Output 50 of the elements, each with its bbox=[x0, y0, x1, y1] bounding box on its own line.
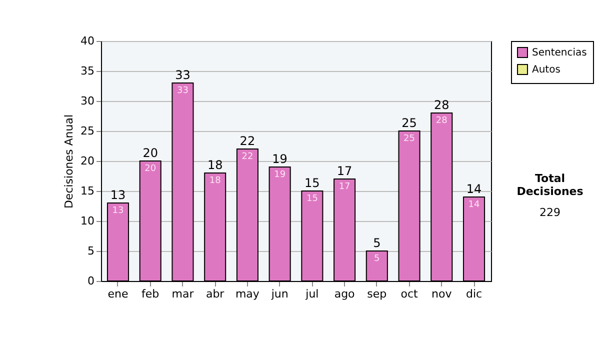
y-tick-label: 30 bbox=[80, 94, 94, 108]
total-label: 33 bbox=[175, 68, 190, 82]
x-tick-label: sep bbox=[367, 288, 387, 300]
total-label: 17 bbox=[336, 164, 352, 178]
total-label: 28 bbox=[434, 98, 450, 112]
data-label: 14 bbox=[468, 200, 480, 210]
data-label: 15 bbox=[306, 194, 318, 204]
y-tick-label: 5 bbox=[88, 244, 94, 258]
x-tick-label: mar bbox=[172, 288, 194, 300]
y-tick-label: 25 bbox=[80, 124, 94, 138]
x-tick-label: feb bbox=[142, 288, 160, 300]
total-label: 19 bbox=[272, 152, 288, 166]
y-tick-label: 10 bbox=[80, 214, 94, 228]
y-tick-label: 35 bbox=[80, 64, 94, 78]
y-tick-label: 40 bbox=[80, 34, 94, 48]
y-tick-label: 15 bbox=[80, 184, 94, 198]
y-axis-title: Decisiones Anual bbox=[62, 114, 76, 209]
data-label: 17 bbox=[338, 182, 350, 192]
total-label: 22 bbox=[240, 134, 256, 148]
total-label: 13 bbox=[110, 188, 126, 202]
data-label: 19 bbox=[274, 170, 286, 180]
data-label: 5 bbox=[374, 254, 380, 264]
x-tick-label: abr bbox=[206, 288, 225, 300]
total-label: 15 bbox=[304, 176, 320, 190]
total-label: 25 bbox=[402, 116, 417, 130]
total-label: 5 bbox=[373, 236, 381, 250]
text: 229 bbox=[538, 206, 562, 219]
total-label: 14 bbox=[466, 182, 482, 196]
x-tick-label: ago bbox=[334, 288, 356, 300]
x-tick-label: jun bbox=[270, 288, 288, 300]
x-tick-label: oct bbox=[400, 288, 419, 300]
y-tick-label: 0 bbox=[88, 274, 94, 288]
y-tick-label: 20 bbox=[80, 154, 94, 168]
data-label: 20 bbox=[144, 164, 156, 174]
data-label: 13 bbox=[112, 206, 124, 216]
data-label: 18 bbox=[209, 176, 222, 186]
x-tick-label: ene bbox=[108, 288, 128, 300]
legend-label: Sentencias bbox=[532, 48, 587, 58]
data-label: 25 bbox=[404, 134, 416, 144]
data-label: 22 bbox=[242, 152, 254, 162]
x-tick-label: dic bbox=[466, 288, 482, 300]
legend-label: Autos bbox=[532, 64, 560, 76]
x-tick-label: jul bbox=[304, 288, 319, 300]
total-label: 18 bbox=[207, 158, 223, 172]
data-label: 33 bbox=[176, 86, 188, 96]
text: Total Decisiones bbox=[516, 172, 584, 198]
data-label: 28 bbox=[436, 116, 448, 126]
x-tick-label: nov bbox=[432, 288, 452, 300]
x-tick-label: may bbox=[235, 288, 260, 300]
total-label: 20 bbox=[142, 146, 158, 160]
